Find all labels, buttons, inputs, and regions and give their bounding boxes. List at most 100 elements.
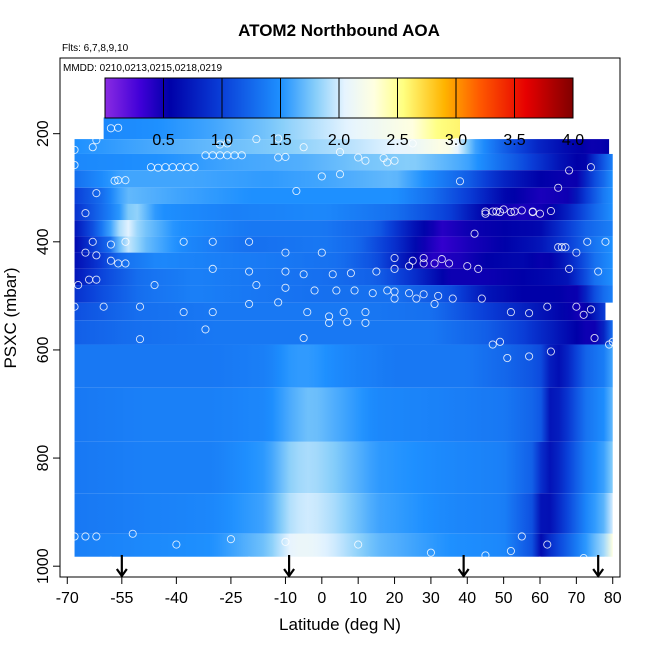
- sample-point: [81, 532, 90, 541]
- sample-point: [292, 186, 301, 196]
- sample-point: [208, 237, 217, 246]
- sample-point: [579, 556, 588, 565]
- sample-point: [252, 281, 261, 290]
- flight-arrow-head: [457, 568, 470, 578]
- sample-point: [70, 160, 79, 170]
- sample-point: [128, 529, 137, 538]
- sample-point: [81, 209, 90, 218]
- sample-point: [546, 206, 555, 216]
- heatmap-band: [103, 117, 461, 140]
- colorbar-tick-label: 2.5: [386, 132, 408, 149]
- sample-point: [601, 556, 610, 565]
- sample-point: [201, 325, 210, 334]
- sample-point: [135, 302, 145, 311]
- colorbar-tick-label: 1.5: [269, 132, 291, 149]
- sample-point: [350, 286, 359, 295]
- heatmap-band: [74, 320, 613, 345]
- sample-point: [237, 151, 246, 160]
- sample-point: [110, 176, 119, 185]
- sample-point: [303, 308, 312, 317]
- sample-point: [455, 177, 465, 186]
- sample-point: [135, 335, 145, 344]
- sample-point: [190, 559, 199, 568]
- sample-point: [492, 207, 501, 216]
- heatmap-band: [74, 268, 613, 286]
- sample-point: [281, 248, 290, 257]
- sample-point: [390, 253, 399, 263]
- sample-point: [448, 138, 457, 147]
- flight-arrow: [115, 555, 128, 578]
- colorbar: 0.5 1.0 1.5 2.0 2.5 3.0 3.5 4.0: [104, 77, 584, 149]
- sample-point: [106, 256, 115, 265]
- sample-point: [281, 283, 290, 292]
- sample-point: [81, 248, 90, 257]
- sample-point: [281, 152, 290, 161]
- sample-point: [365, 556, 374, 565]
- sample-point: [579, 554, 588, 563]
- y-tick-label: 600: [35, 336, 52, 363]
- x-tick-label: 80: [604, 590, 622, 607]
- heatmap: [74, 117, 613, 557]
- sample-point: [299, 143, 308, 152]
- heatmap-band: [74, 252, 613, 269]
- sample-point: [346, 556, 355, 565]
- sample-point: [325, 318, 334, 327]
- colorbar-ticks: 0.5 1.0 1.5 2.0 2.5 3.0 3.5 4.0: [152, 78, 584, 149]
- x-axis: -70 -55 -40 -25 -10 0 10 20 30 40 50 60 70 80: [56, 577, 622, 607]
- sample-point: [586, 163, 595, 172]
- sample-point: [543, 302, 552, 311]
- sample-point: [70, 302, 79, 311]
- sample-point: [372, 267, 381, 276]
- sample-point: [70, 532, 79, 541]
- sample-point: [245, 556, 254, 565]
- heatmap-band: [74, 285, 613, 303]
- heatmap-band: [74, 220, 613, 237]
- plot-area: [59, 57, 621, 578]
- sample-point: [190, 163, 199, 172]
- sample-point: [434, 291, 443, 300]
- colorbar-tick-label: 3.0: [445, 132, 467, 149]
- colorbar-tick-label: 1.0: [211, 132, 233, 149]
- sample-point: [495, 337, 505, 346]
- sample-point: [299, 270, 308, 279]
- sample-point: [281, 537, 290, 546]
- sample-point: [405, 262, 414, 271]
- x-tick-label: 0: [317, 590, 326, 607]
- heatmap-band: [74, 187, 613, 204]
- sample-point: [121, 237, 130, 246]
- flight-arrow: [592, 555, 605, 578]
- sample-point: [317, 248, 326, 257]
- sample-point: [419, 561, 428, 570]
- sample-point: [368, 289, 377, 298]
- sample-point: [561, 243, 570, 252]
- sample-point: [535, 209, 545, 218]
- sample-point: [506, 556, 515, 565]
- sample-point: [525, 309, 534, 318]
- sample-point: [88, 237, 97, 246]
- x-tick-label: 50: [495, 590, 513, 607]
- x-tick-label: -70: [56, 590, 79, 607]
- sample-point: [488, 340, 497, 349]
- sample-point: [506, 208, 515, 217]
- sample-point: [412, 294, 421, 303]
- heatmap-band: [74, 236, 613, 253]
- sample-point: [310, 286, 319, 295]
- sample-point: [557, 243, 566, 252]
- sample-point: [252, 135, 261, 144]
- heatmap-band: [74, 170, 613, 188]
- sample-point: [299, 333, 308, 343]
- sample-point: [390, 156, 399, 165]
- y-tick-label: 1000: [35, 548, 52, 584]
- plot-frame: [59, 57, 621, 578]
- sample-point: [361, 156, 370, 165]
- sample-point: [106, 556, 115, 565]
- heatmap-band: [74, 533, 613, 557]
- sample-point: [474, 264, 483, 273]
- sample-point: [481, 551, 490, 560]
- sample-point: [565, 166, 574, 175]
- sample-point: [325, 558, 334, 567]
- sample-point: [179, 308, 188, 317]
- sample-point: [74, 281, 83, 290]
- sample-point: [590, 333, 599, 343]
